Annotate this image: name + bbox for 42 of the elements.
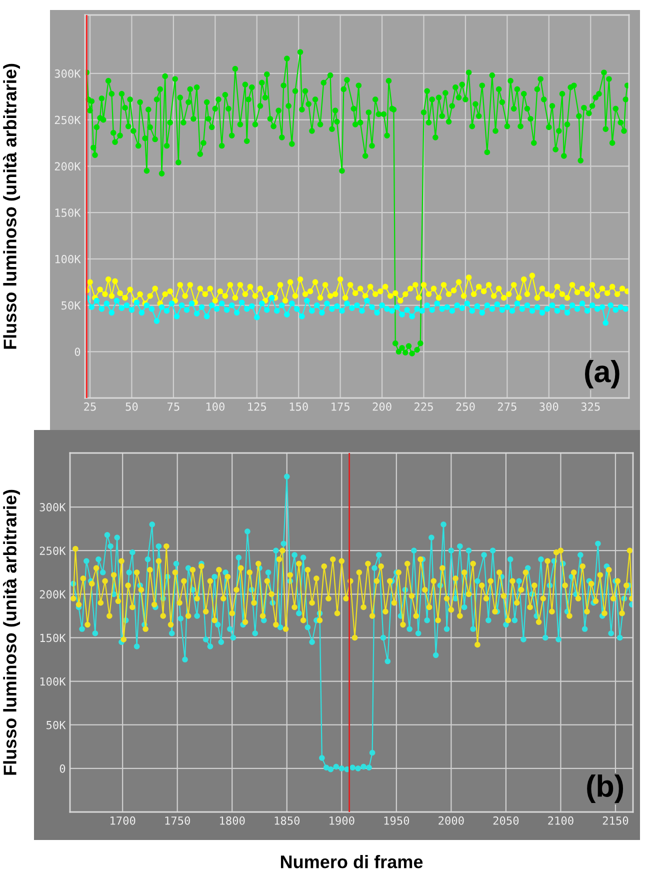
x-tick-label: 300 [540, 402, 558, 411]
x-tick-label: 325 [581, 402, 600, 411]
x-tick-label: 1850 [274, 816, 300, 825]
y-tick-label: 150K [55, 208, 81, 217]
x-tick-label: 150 [290, 402, 308, 411]
x-tick-label: 50 [126, 402, 138, 411]
y-axis-title: Flusso luminoso (unità arbitrarie) [3, 64, 20, 349]
x-tick-label: 225 [414, 402, 433, 411]
x-tick-label: 1800 [220, 816, 245, 825]
y-tick-label: 300K [54, 69, 81, 78]
x-tick-label: 275 [498, 402, 516, 411]
x-tick-label: 125 [248, 402, 266, 411]
x-tick-label: 200 [372, 402, 392, 411]
x-tick-label: 100 [206, 402, 224, 411]
x-tick-label: 1900 [330, 816, 354, 825]
x-tick-label: 250 [456, 402, 475, 411]
x-tick-label: 1700 [110, 816, 136, 825]
y-tick-label: 100K [40, 677, 66, 686]
x-tick-label: 2000 [438, 816, 464, 825]
y-tick-label: 200K [40, 590, 66, 599]
x-axis-title: Numero di frame [280, 855, 423, 868]
x-tick-label: 1750 [165, 816, 190, 825]
y-tick-label: 250K [54, 116, 81, 124]
y-tick-label: 0 [74, 348, 80, 356]
y-tick-label: 300K [40, 503, 66, 512]
y-tick-label: 250K [40, 546, 66, 555]
y-axis-title: Flusso luminoso (unità arbitrarie) [3, 490, 20, 775]
x-tick-label: 25 [84, 402, 96, 411]
x-tick-label: 2050 [493, 816, 519, 825]
x-tick-label: 1950 [384, 816, 410, 825]
x-tick-label: 175 [332, 402, 350, 411]
y-tick-label: 50K [46, 720, 66, 730]
y-tick-label: 150K [40, 634, 66, 642]
annotation: (a) [585, 360, 620, 388]
y-tick-label: 200K [54, 162, 81, 171]
x-tick-label: 75 [168, 402, 180, 411]
annotation: (b) [587, 774, 624, 804]
y-tick-label: 100K [55, 254, 81, 264]
y-tick-label: 0 [60, 764, 66, 773]
x-tick-label: 2100 [548, 816, 574, 825]
x-tick-label: 2150 [602, 816, 628, 825]
y-tick-label: 50K [62, 301, 81, 310]
